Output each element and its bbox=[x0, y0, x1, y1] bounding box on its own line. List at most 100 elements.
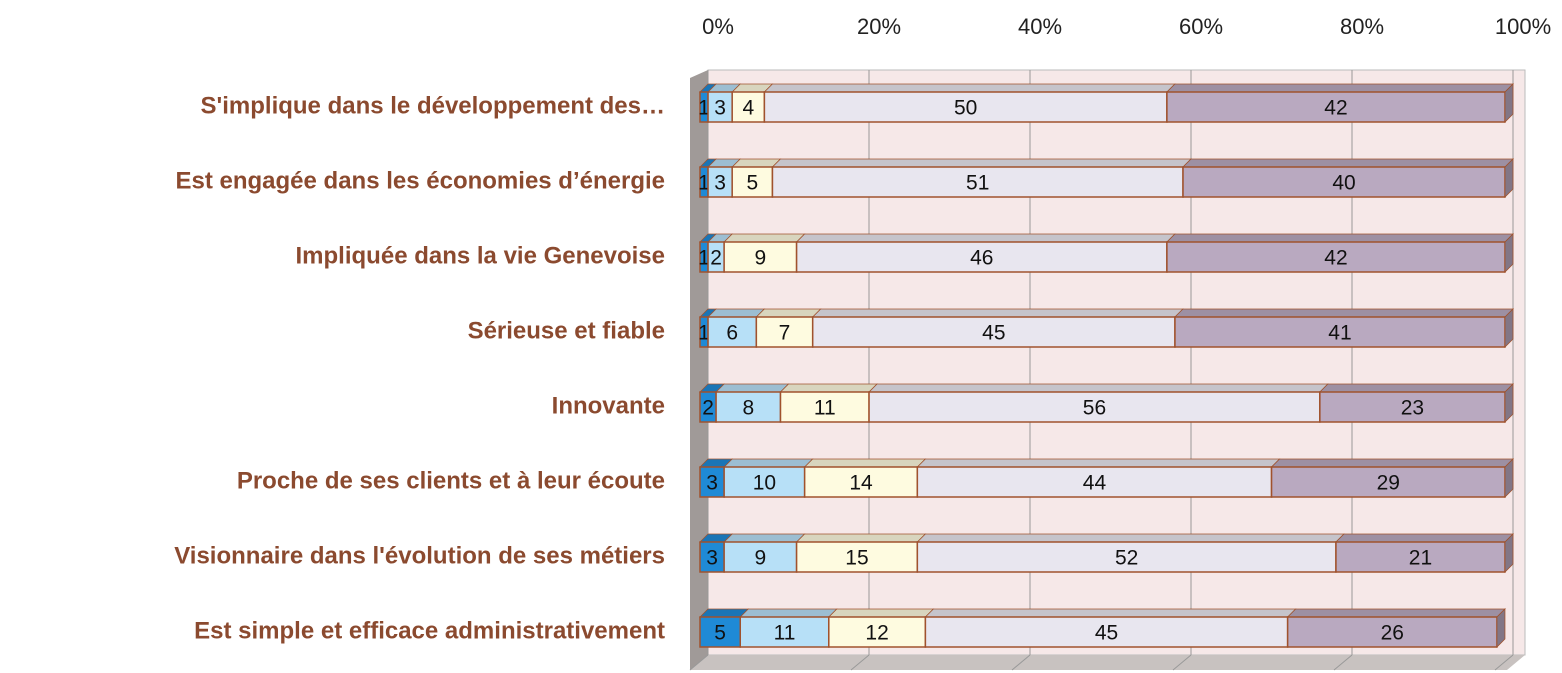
x-tick-label: 80% bbox=[1340, 14, 1384, 39]
bar bbox=[916, 466, 1273, 498]
bar-top bbox=[723, 533, 806, 543]
value-label: 42 bbox=[1324, 247, 1347, 270]
bar bbox=[1270, 466, 1506, 498]
value-label: 9 bbox=[755, 247, 767, 270]
bar bbox=[763, 91, 1168, 123]
bar-top bbox=[811, 308, 1184, 318]
value-label: 44 bbox=[1083, 472, 1107, 495]
bar bbox=[924, 616, 1289, 648]
bar bbox=[739, 616, 830, 648]
value-label: 11 bbox=[814, 397, 836, 420]
floor-line bbox=[689, 654, 709, 671]
bar bbox=[1166, 241, 1506, 273]
category-label: Impliquée dans la vie Genevoise bbox=[296, 242, 665, 269]
bar-top bbox=[1318, 383, 1514, 393]
value-label: 52 bbox=[1115, 547, 1138, 570]
value-label: 3 bbox=[706, 472, 718, 495]
bar-top bbox=[1334, 533, 1514, 543]
bar-top bbox=[1173, 308, 1514, 318]
value-label: 40 bbox=[1332, 172, 1355, 195]
value-label: 4 bbox=[742, 97, 754, 120]
bar-side bbox=[1504, 458, 1514, 498]
bar-side bbox=[1504, 158, 1514, 198]
bar bbox=[707, 166, 733, 198]
bar-side bbox=[1496, 608, 1506, 648]
category-label: S'implique dans le développement des… bbox=[201, 92, 665, 119]
bar bbox=[755, 316, 814, 348]
bar-side bbox=[1504, 83, 1514, 123]
bar-top bbox=[739, 608, 838, 618]
x-tick-label: 100% bbox=[1495, 14, 1551, 39]
value-label: 3 bbox=[714, 172, 726, 195]
bar-top bbox=[803, 458, 927, 468]
value-label: 11 bbox=[774, 622, 796, 645]
floor bbox=[690, 655, 1525, 670]
category-label: Visionnaire dans l'évolution de ses méti… bbox=[174, 542, 665, 569]
bar-top bbox=[755, 308, 822, 318]
value-label: 1 bbox=[698, 322, 710, 345]
bar-top bbox=[707, 308, 766, 318]
bar-top bbox=[916, 533, 1345, 543]
value-label: 42 bbox=[1324, 97, 1347, 120]
x-tick-label: 0% bbox=[702, 14, 734, 39]
value-label: 5 bbox=[714, 622, 726, 645]
bar-top bbox=[1165, 83, 1514, 93]
bar bbox=[916, 541, 1337, 573]
bar-side bbox=[1504, 533, 1514, 573]
bar-side bbox=[1504, 383, 1514, 423]
bar-top bbox=[763, 83, 1176, 93]
bar-top bbox=[1182, 158, 1514, 168]
bar bbox=[1166, 91, 1506, 123]
bar-top bbox=[1165, 233, 1514, 243]
floor-line bbox=[850, 654, 870, 671]
floor-line bbox=[1333, 654, 1353, 671]
value-label: 5 bbox=[746, 172, 758, 195]
value-label: 2 bbox=[702, 397, 714, 420]
category-label: Proche de ses clients et à leur écoute bbox=[237, 467, 665, 494]
bar-top bbox=[1270, 458, 1514, 468]
floor-line bbox=[1011, 654, 1031, 671]
category-label: Est simple et efficace administrativemen… bbox=[194, 617, 665, 644]
value-label: 15 bbox=[845, 547, 868, 570]
bar-top bbox=[827, 608, 935, 618]
x-tick-label: 20% bbox=[857, 14, 901, 39]
value-label: 29 bbox=[1377, 472, 1400, 495]
value-label: 1 bbox=[698, 247, 710, 270]
floor-line bbox=[1494, 654, 1514, 671]
category-label: Sérieuse et fiable bbox=[468, 317, 665, 344]
value-label: 26 bbox=[1381, 622, 1404, 645]
value-label: 1 bbox=[698, 172, 710, 195]
value-label: 56 bbox=[1083, 397, 1106, 420]
value-label: 9 bbox=[755, 547, 767, 570]
category-label: Innovante bbox=[552, 392, 665, 419]
category-label: Est engagée dans les économies d’énergie bbox=[175, 167, 665, 194]
bar-side bbox=[1504, 308, 1514, 348]
value-label: 45 bbox=[1095, 622, 1118, 645]
bar bbox=[811, 316, 1176, 348]
bar bbox=[699, 616, 741, 648]
bar-top bbox=[723, 233, 806, 243]
bar bbox=[1182, 166, 1506, 198]
value-label: 8 bbox=[742, 397, 754, 420]
value-label: 46 bbox=[970, 247, 993, 270]
bar-top bbox=[779, 383, 879, 393]
value-label: 51 bbox=[966, 172, 989, 195]
floor-line bbox=[1172, 654, 1192, 671]
bar bbox=[779, 391, 870, 423]
bar bbox=[707, 316, 758, 348]
bar-top bbox=[795, 533, 927, 543]
value-label: 1 bbox=[698, 97, 710, 120]
bar bbox=[1335, 541, 1506, 573]
bar-top bbox=[868, 383, 1329, 393]
value-label: 12 bbox=[865, 622, 888, 645]
x-tick-label: 40% bbox=[1018, 14, 1062, 39]
bar-top bbox=[924, 608, 1297, 618]
bar bbox=[715, 391, 782, 423]
bar bbox=[723, 241, 798, 273]
value-label: 50 bbox=[954, 97, 977, 120]
value-label: 21 bbox=[1409, 547, 1432, 570]
bar-top bbox=[723, 458, 814, 468]
value-label: 14 bbox=[849, 472, 873, 495]
value-label: 41 bbox=[1328, 322, 1351, 345]
